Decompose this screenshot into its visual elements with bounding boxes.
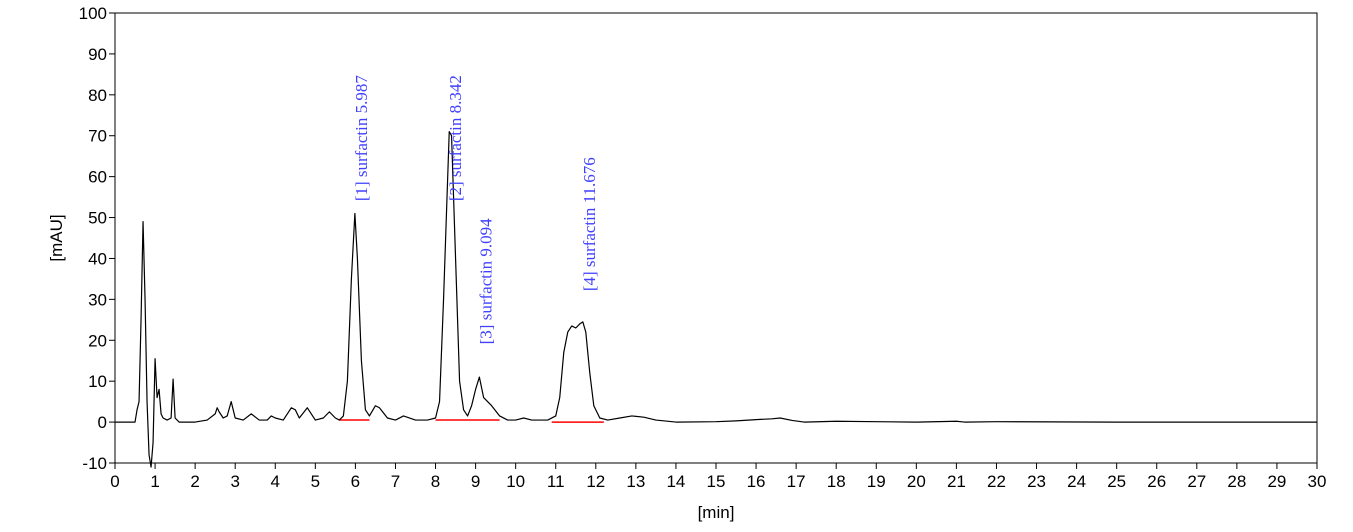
y-tick-label: 50 xyxy=(88,209,107,228)
x-tick-label: 21 xyxy=(947,472,966,491)
y-axis-title: [mAU] xyxy=(47,214,66,261)
x-axis-title: [min] xyxy=(698,503,735,522)
x-tick-label: 10 xyxy=(506,472,525,491)
y-tick-label: 0 xyxy=(98,413,107,432)
y-tick-label: 40 xyxy=(88,249,107,268)
baseline-segments xyxy=(339,419,604,423)
x-tick-label: 23 xyxy=(1027,472,1046,491)
y-tick-label: 90 xyxy=(88,45,107,64)
peak-label: [2] surfactin 8.342 xyxy=(446,75,465,201)
y-axis: -10 0 10 20 30 40 50 60 70 80 90 100 xyxy=(79,4,115,473)
plot-frame xyxy=(114,12,1318,464)
x-tick-label: 30 xyxy=(1308,472,1327,491)
x-tick-label: 6 xyxy=(351,472,360,491)
x-tick-label: 0 xyxy=(110,472,119,491)
x-tick-label: 22 xyxy=(987,472,1006,491)
x-tick-label: 13 xyxy=(626,472,645,491)
x-tick-label: 24 xyxy=(1067,472,1086,491)
signal-trace xyxy=(115,131,1317,468)
peak-label: [3] surfactin 9.094 xyxy=(476,218,495,345)
y-tick-label: 10 xyxy=(88,372,107,391)
x-tick-label: 17 xyxy=(787,472,806,491)
x-tick-label: 29 xyxy=(1267,472,1286,491)
y-tick-label: 80 xyxy=(88,86,107,105)
x-tick-label: 7 xyxy=(391,472,400,491)
x-tick-label: 4 xyxy=(271,472,280,491)
x-tick-label: 27 xyxy=(1187,472,1206,491)
y-tick-label: 60 xyxy=(88,168,107,187)
peak-label: [1] surfactin 5.987 xyxy=(352,75,371,202)
x-tick-label: 16 xyxy=(747,472,766,491)
x-tick-label: 3 xyxy=(230,472,239,491)
x-tick-label: 9 xyxy=(471,472,480,491)
x-tick-label: 20 xyxy=(907,472,926,491)
x-tick-label: 25 xyxy=(1107,472,1126,491)
peak-label: [4] surfactin 11.676 xyxy=(580,157,599,291)
y-tick-label: 20 xyxy=(88,331,107,350)
x-tick-label: 1 xyxy=(150,472,159,491)
x-tick-label: 18 xyxy=(827,472,846,491)
y-tick-label: 100 xyxy=(79,4,107,23)
y-tick-label: 70 xyxy=(88,127,107,146)
peak-annotations: [1] surfactin 5.987 [2] surfactin 8.342 [3… xyxy=(352,75,599,345)
x-tick-label: 28 xyxy=(1227,472,1246,491)
x-tick-label: 5 xyxy=(311,472,320,491)
x-tick-label: 14 xyxy=(666,472,685,491)
x-tick-label: 2 xyxy=(190,472,199,491)
x-axis: 0 1 2 3 4 5 6 7 8 9 10 11 12 13 14 15 16 17 18 19 20 21 22 23 24… xyxy=(110,463,1326,491)
y-tick-label: 30 xyxy=(88,290,107,309)
x-tick-label: 15 xyxy=(707,472,726,491)
x-tick-label: 8 xyxy=(431,472,440,491)
x-tick-label: 11 xyxy=(547,472,565,491)
x-tick-label: 26 xyxy=(1147,472,1166,491)
signal-trace-group xyxy=(115,131,1317,468)
x-tick-label: 12 xyxy=(586,472,605,491)
x-tick-label: 19 xyxy=(867,472,886,491)
y-tick-label: -10 xyxy=(82,454,107,473)
